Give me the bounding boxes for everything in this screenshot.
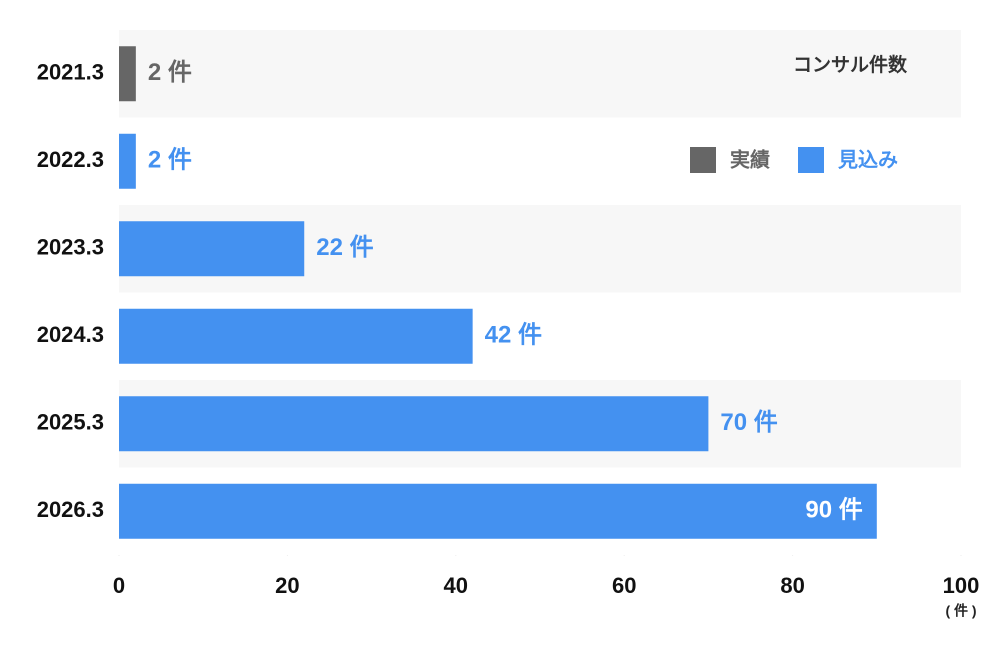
- bar: [119, 221, 305, 277]
- x-tick-label: 0: [113, 573, 125, 598]
- legend-swatch: [798, 147, 824, 173]
- row-background: [119, 30, 961, 118]
- data-label: 2 件: [148, 147, 192, 174]
- legend-swatch: [690, 147, 716, 173]
- x-tick-label: 80: [780, 573, 804, 598]
- x-tick-label: 20: [275, 573, 299, 598]
- bar: [119, 133, 136, 189]
- data-label: 22 件: [316, 234, 373, 261]
- row-backgrounds: [119, 30, 961, 468]
- x-tick-label: 60: [612, 573, 636, 598]
- bar: [119, 308, 473, 364]
- bar: [119, 46, 136, 102]
- bar: [119, 396, 709, 452]
- y-tick-label: 2024.3: [37, 322, 104, 347]
- y-tick-label: 2023.3: [37, 235, 104, 260]
- y-tick-label: 2026.3: [37, 497, 104, 522]
- y-tick-label: 2022.3: [37, 147, 104, 172]
- data-label: 42 件: [485, 322, 542, 349]
- x-unit-label: ( 件 ): [945, 603, 976, 619]
- data-label: 90 件: [805, 497, 862, 524]
- x-tick-label: 100: [943, 573, 980, 598]
- y-tick-label: 2021.3: [37, 60, 104, 85]
- legend-label: 実績: [730, 147, 770, 171]
- y-tick-label: 2025.3: [37, 410, 104, 435]
- legend-label: 見込み: [838, 148, 898, 171]
- chart-title: コンサル件数: [793, 53, 908, 76]
- bar: [119, 483, 877, 539]
- data-label: 2 件: [148, 59, 192, 86]
- data-label: 70 件: [720, 409, 777, 436]
- x-tick-label: 40: [444, 573, 468, 598]
